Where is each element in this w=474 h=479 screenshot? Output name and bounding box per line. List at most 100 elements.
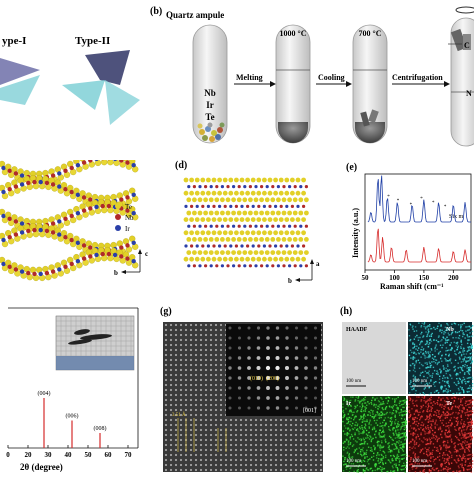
panel-h-label: (h) bbox=[340, 306, 352, 317]
lattice-atom bbox=[212, 191, 217, 196]
lattice-atom bbox=[224, 205, 227, 208]
nb-atom bbox=[125, 195, 129, 199]
lattice-atom bbox=[189, 257, 194, 262]
lattice-atom bbox=[296, 257, 301, 262]
lattice-atom bbox=[245, 178, 250, 183]
panel-g-label: (g) bbox=[160, 306, 172, 317]
ir-atom bbox=[132, 259, 136, 263]
lattice-atom bbox=[203, 197, 208, 202]
ir-atom bbox=[94, 205, 98, 209]
lattice-atom bbox=[201, 244, 204, 247]
lattice-atom bbox=[251, 178, 256, 183]
lattice-atom bbox=[266, 225, 269, 228]
ir-atom bbox=[20, 230, 24, 234]
nb-atom bbox=[51, 221, 55, 225]
nb-atom bbox=[8, 187, 12, 191]
nb-atom bbox=[70, 262, 74, 266]
xrd-peak-label: (004) bbox=[38, 390, 51, 397]
lattice-atom bbox=[207, 205, 210, 208]
te-label: Te bbox=[446, 401, 452, 407]
ir-atom bbox=[57, 171, 61, 175]
lattice-atom bbox=[301, 230, 306, 235]
raman-peak-mark: * bbox=[387, 195, 390, 200]
lattice-atom bbox=[218, 244, 221, 247]
lattice-atom bbox=[206, 257, 211, 262]
lattice-atom bbox=[186, 237, 191, 242]
lattice-atom bbox=[296, 230, 301, 235]
lattice-atom bbox=[282, 211, 287, 216]
lattice-atom bbox=[259, 250, 264, 255]
lattice-atom bbox=[242, 250, 247, 255]
xrd-tick-label: 40 bbox=[65, 451, 73, 459]
element-ir: Ir bbox=[206, 100, 214, 110]
lattice-atom bbox=[285, 205, 288, 208]
ir-atom bbox=[20, 269, 24, 273]
nb-atom bbox=[63, 265, 67, 269]
lattice-atom bbox=[257, 205, 260, 208]
lattice-atom bbox=[276, 250, 281, 255]
type2-cone-top bbox=[85, 50, 130, 85]
lattice-atom bbox=[193, 185, 196, 188]
lattice-atom bbox=[260, 225, 263, 228]
ir-atom bbox=[1, 238, 5, 242]
lattice-atom bbox=[206, 217, 211, 222]
lattice-atom bbox=[231, 197, 236, 202]
lattice-atom bbox=[187, 225, 190, 228]
lattice-atom bbox=[184, 230, 189, 235]
panel-h: (h) HAADF 100 nm Nb 100 nm Ir 100 nm Te … bbox=[338, 300, 474, 474]
lattice-atom bbox=[291, 205, 294, 208]
lattice-atom bbox=[293, 197, 298, 202]
lattice-atom bbox=[302, 244, 305, 247]
lattice-atom bbox=[240, 178, 245, 183]
panel-h-drawing: (h) HAADF 100 nm Nb 100 nm Ir 100 nm Te … bbox=[338, 300, 474, 474]
lattice-atom bbox=[301, 178, 306, 183]
raman-xlabel: Raman shift (cm⁻¹ bbox=[380, 282, 444, 291]
lattice-atom bbox=[270, 237, 275, 242]
lattice-atom bbox=[279, 257, 284, 262]
te-scale: 100 nm bbox=[412, 459, 427, 464]
nb-atom bbox=[101, 204, 105, 208]
nb-atom bbox=[63, 169, 67, 173]
lattice-atom bbox=[268, 217, 273, 222]
lattice-atom bbox=[288, 264, 291, 267]
lattice-atom bbox=[268, 257, 273, 262]
ir-atom bbox=[76, 241, 80, 245]
lattice-atom bbox=[206, 230, 211, 235]
step-centrifugation: Centrifugation bbox=[392, 73, 443, 82]
lattice-atom bbox=[212, 178, 217, 183]
lattice-atom bbox=[282, 197, 287, 202]
lattice-atom bbox=[190, 244, 193, 247]
lattice-atom bbox=[246, 205, 249, 208]
lattice-atom bbox=[234, 178, 239, 183]
lattice-atom bbox=[240, 191, 245, 196]
lattice-atom bbox=[198, 237, 203, 242]
lattice-atom bbox=[296, 191, 301, 196]
lattice-atom bbox=[195, 217, 200, 222]
lattice-atom bbox=[288, 225, 291, 228]
nb-atom bbox=[45, 271, 49, 275]
lattice-atom bbox=[279, 178, 284, 183]
lattice-atom bbox=[265, 197, 270, 202]
lattice-atom bbox=[221, 225, 224, 228]
lattice-atom bbox=[212, 217, 217, 222]
ir-atom bbox=[20, 182, 24, 186]
lattice-atom bbox=[299, 225, 302, 228]
nb-atom bbox=[82, 243, 86, 247]
type2-cone-left bbox=[62, 80, 105, 110]
xrd-tick-label: 20 bbox=[25, 451, 33, 459]
lattice-atom bbox=[198, 211, 203, 216]
lattice-atom bbox=[262, 257, 267, 262]
panel-d-drawing: (d) a b bbox=[172, 158, 344, 286]
lattice-atom bbox=[282, 225, 285, 228]
step-cooling: Cooling bbox=[318, 73, 345, 82]
lattice-atom bbox=[206, 178, 211, 183]
lattice-atom bbox=[266, 264, 269, 267]
lattice-atom bbox=[214, 211, 219, 216]
lattice-atom bbox=[217, 230, 222, 235]
lattice-atom bbox=[254, 197, 259, 202]
ir-atom bbox=[39, 272, 43, 276]
lattice-atom bbox=[288, 185, 291, 188]
lattice-atom bbox=[228, 178, 233, 183]
legend-nb: Nb bbox=[125, 214, 134, 222]
